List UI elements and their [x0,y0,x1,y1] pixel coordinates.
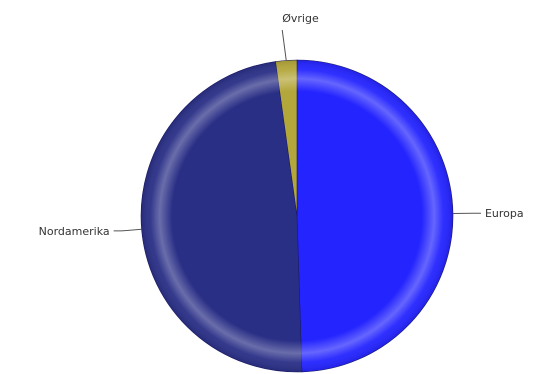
pie-slice-europa [296,59,454,373]
slices-layer [140,59,454,373]
leader-line-ovrige [281,29,287,61]
slice-label-nordamerika: Nordamerika [39,225,110,238]
leader-line-nordamerika [113,228,142,232]
labels-layer: Europa Nordamerika Øvrige [39,12,524,238]
pie-slice-nordamerika [140,61,303,373]
slice-label-ovrige: Øvrige [282,12,319,25]
slice-label-europa: Europa [485,207,524,220]
